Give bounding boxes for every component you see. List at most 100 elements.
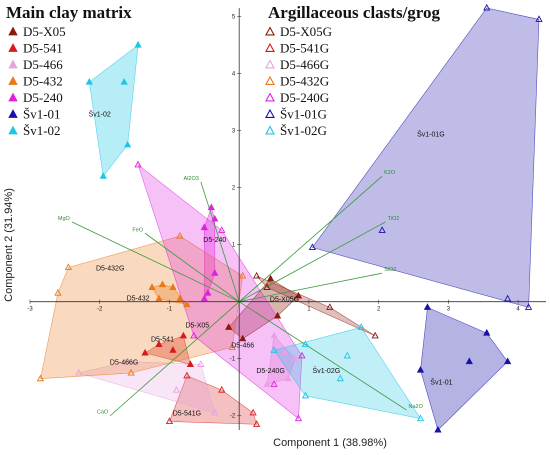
point-11-2 [298, 351, 306, 359]
hull-12 [311, 7, 540, 308]
point-9-1 [75, 368, 83, 376]
point-7-0 [263, 283, 271, 290]
hull-11 [137, 163, 303, 420]
point-2-4 [284, 374, 292, 382]
point-8-2 [249, 408, 257, 416]
point-8-1 [218, 385, 226, 393]
y-tick-label-1: -1 [230, 357, 236, 363]
legend-marker-g-3 [265, 75, 275, 85]
loading-line-0 [238, 175, 383, 302]
legend-marker-4 [8, 92, 18, 102]
legend-label-g-4: D5-240G [280, 90, 329, 105]
point-2-1 [280, 348, 289, 356]
point-0-3 [273, 311, 282, 319]
x-tick-label-1: -2 [97, 307, 103, 313]
legend-marker-g-5 [265, 108, 275, 118]
point-3-2 [169, 283, 177, 290]
legend-clasts-title: Argillaceous clasts/grog [268, 3, 441, 22]
group-label-0: Šv1-02 [89, 109, 111, 118]
point-4-1 [211, 214, 219, 222]
x-axis-title: Component 1 (38.98%) [273, 437, 387, 449]
legend-marker-g-2 [265, 59, 275, 69]
point-1-0 [141, 348, 149, 356]
point-5-2 [483, 328, 491, 336]
loading-line-3 [200, 181, 240, 302]
loading-line-7 [238, 301, 407, 411]
x-tick-label-2: -1 [167, 307, 173, 313]
group-label-5: D5-432 [127, 296, 150, 303]
loading-label-5: FeO [132, 227, 143, 233]
point-5-0 [465, 357, 473, 365]
point-2-3 [263, 380, 271, 387]
point-9-4 [211, 408, 219, 416]
legend-label-4: D5-240 [23, 90, 63, 105]
legend-label-5: Šv1-01 [23, 107, 61, 122]
point-8-0 [183, 371, 191, 379]
hull-8 [169, 375, 258, 425]
point-11-4 [270, 380, 278, 387]
legend-label-1: D5-541 [23, 41, 63, 56]
point-4-0 [207, 203, 215, 211]
legend-label-6: Šv1-02 [23, 123, 61, 138]
point-10-4 [239, 271, 247, 279]
point-13-0 [336, 374, 344, 382]
point-1-2 [169, 346, 177, 353]
point-5-3 [416, 365, 425, 373]
group-label-12: Šv1-01 [430, 377, 452, 386]
point-1-1 [155, 340, 163, 347]
legend-label-g-0: D5-X05G [280, 24, 332, 39]
data-points [36, 3, 543, 433]
legend-marker-3 [8, 76, 18, 85]
group-label-9: D5-466G [110, 359, 138, 366]
point-1-3 [186, 360, 195, 367]
legend-label-0: D5-X05 [23, 24, 66, 39]
point-6-3 [123, 140, 132, 148]
legend-matrix-title: Main clay matrix [6, 3, 132, 22]
legend-label-3: D5-432 [23, 74, 63, 89]
loading-line-4 [71, 221, 240, 303]
point-2-2 [291, 354, 299, 362]
point-11-3 [294, 414, 303, 422]
y-tick-label-2: 1 [232, 243, 236, 249]
point-12-0 [483, 3, 491, 11]
loading-label-1: TiO2 [388, 216, 400, 222]
point-5-4 [434, 425, 442, 433]
point-0-1 [266, 274, 275, 282]
group-label-3: D5-432G [96, 265, 124, 272]
point-8-4 [252, 420, 261, 427]
legend-marker-0 [8, 26, 18, 36]
point-12-2 [524, 303, 533, 310]
legend-marker-1 [8, 43, 18, 52]
point-0-2 [239, 334, 247, 342]
point-7-2 [371, 331, 379, 339]
point-12-1 [535, 15, 543, 22]
point-10-5 [228, 343, 236, 350]
hull-5 [420, 306, 508, 431]
legend-label-g-3: D5-432G [280, 74, 329, 89]
group-label-6: D5-X05 [185, 322, 209, 329]
legend-label-g-1: D5-541G [280, 41, 329, 56]
point-11-0 [134, 160, 142, 168]
group-label-8: D5-466 [231, 342, 254, 349]
point-0-0 [294, 291, 303, 299]
legend-marker-g-4 [265, 92, 275, 102]
point-13-1 [301, 391, 310, 399]
point-13-5 [416, 414, 425, 422]
x-tick-label-0: -3 [27, 307, 33, 313]
point-6-4 [99, 172, 107, 179]
point-12-5 [378, 226, 386, 233]
point-5-1 [504, 357, 512, 365]
point-6-0 [134, 40, 142, 48]
point-4-4 [204, 288, 212, 296]
group-label-10: D5-240G [256, 368, 284, 375]
legend-label-g-5: Šv1-01G [280, 107, 327, 122]
legend-marker-g-0 [265, 26, 275, 36]
legend-marker-g-6 [265, 125, 275, 135]
point-9-2 [197, 360, 205, 367]
point-13-3 [301, 340, 310, 347]
y-tick-label-3: 2 [232, 186, 236, 192]
legend-label-g-6: Šv1-02G [280, 123, 327, 138]
y-axis-title: Component 2 (31.94%) [3, 188, 15, 302]
